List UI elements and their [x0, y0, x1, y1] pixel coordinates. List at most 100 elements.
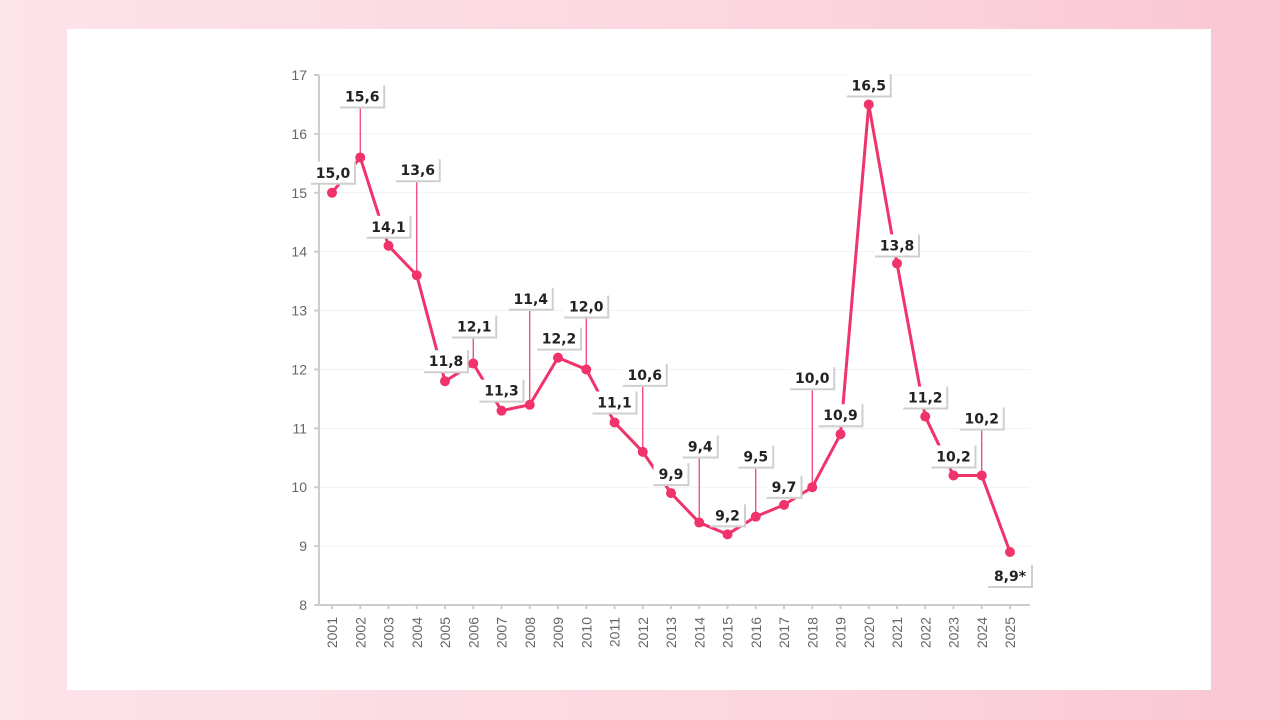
data-label-box: [903, 386, 948, 409]
data-point: [666, 488, 676, 499]
data-label-shadow: [366, 215, 412, 239]
data-label-box: [479, 379, 524, 402]
data-label-box: [875, 234, 919, 257]
data-label: 8,9*: [994, 569, 1027, 585]
x-tick-label: 2011: [607, 617, 623, 647]
data-point: [807, 482, 818, 493]
data-label-box: [366, 215, 411, 238]
data-label-shadow: [846, 74, 892, 98]
data-label: 10,2: [964, 411, 999, 427]
data-label-box: [931, 445, 976, 468]
data-point: [750, 511, 761, 522]
data-label: 16,5: [851, 78, 886, 94]
data-point: [524, 399, 535, 410]
x-tick-label: 2006: [465, 617, 481, 648]
x-tick-label: 2003: [381, 617, 397, 648]
data-point: [779, 499, 789, 510]
y-tick-label: 16: [291, 126, 307, 142]
x-tick-label: 2018: [804, 617, 820, 648]
x-tick-label: 2014: [691, 617, 707, 648]
data-label-shadow: [508, 287, 554, 311]
data-point: [440, 376, 450, 387]
data-label-shadow: [931, 445, 977, 469]
data-label-shadow: [340, 85, 386, 109]
data-label: 9,9: [659, 467, 684, 483]
data-label: 9,7: [772, 480, 797, 496]
data-label-shadow: [479, 379, 525, 403]
data-point: [835, 429, 846, 440]
x-tick-label: 2005: [437, 617, 453, 648]
data-label-box: [790, 367, 835, 390]
data-label-shadow: [766, 475, 803, 499]
data-point: [553, 352, 563, 363]
data-point: [496, 405, 507, 416]
y-tick-label: 12: [291, 361, 307, 377]
data-label-box: [452, 315, 497, 338]
x-tick-label: 2020: [861, 617, 877, 648]
data-label-box: [564, 295, 609, 318]
data-label-shadow: [592, 391, 638, 415]
data-label-box: [988, 565, 1032, 587]
data-label: 12,1: [457, 320, 492, 336]
x-tick-label: 2025: [1002, 617, 1018, 648]
data-label-box: [508, 287, 553, 310]
x-tick-label: 2004: [409, 617, 425, 648]
data-label-box: [424, 350, 468, 373]
data-point: [1005, 547, 1015, 557]
data-label-box: [537, 327, 581, 350]
chart-card: 8 9 10 11 12 13 14 15 16 17 2001 2002 2003 2004 2005 20…: [67, 29, 1211, 690]
data-label-box: [738, 445, 774, 468]
data-label-shadow: [424, 350, 469, 374]
x-tick-label: 2010: [578, 617, 594, 648]
data-label-box: [395, 159, 440, 182]
x-tick-label: 2009: [550, 617, 566, 648]
data-point: [468, 358, 479, 369]
data-label-box: [846, 74, 891, 97]
y-tick-label: 15: [291, 185, 307, 201]
y-tick-label: 17: [291, 67, 307, 83]
x-tick-label: 2021: [889, 617, 905, 648]
x-tick-label: 2007: [494, 617, 510, 648]
x-tick-label: 2012: [635, 617, 651, 648]
data-point: [863, 99, 874, 110]
data-label-shadow: [818, 404, 864, 428]
data-point: [920, 411, 931, 422]
data-label-box: [592, 391, 637, 414]
x-tick-label: 2023: [946, 617, 962, 648]
data-label-shadow: [682, 435, 719, 459]
data-point: [694, 517, 705, 528]
x-tick-label: 2019: [833, 617, 849, 648]
y-tick-label: 14: [291, 244, 307, 260]
data-label-shadow: [653, 463, 690, 487]
data-point: [383, 240, 394, 251]
x-tick-label: 2015: [720, 617, 736, 648]
data-label: 9,4: [688, 440, 713, 456]
data-label: 11,8: [429, 354, 464, 370]
data-label-shadow: [622, 363, 668, 387]
data-label-shadow: [903, 386, 949, 410]
data-label-box: [682, 435, 718, 458]
data-point: [355, 152, 366, 163]
x-tick-label: 2016: [748, 617, 764, 648]
data-label: 10,0: [795, 371, 830, 387]
y-tick-label: 13: [291, 303, 307, 319]
x-tick-label: 2013: [663, 617, 679, 648]
y-tick-label: 9: [299, 538, 307, 554]
y-tick-label: 8: [299, 597, 307, 613]
x-tick-label: 2008: [522, 617, 538, 648]
data-label: 15,0: [316, 166, 351, 182]
x-tick-label: 2001: [324, 617, 340, 648]
y-tick-label: 10: [291, 479, 307, 495]
data-point: [948, 470, 959, 481]
data-label-box: [959, 407, 1004, 430]
data-label: 12,2: [542, 332, 577, 348]
data-label-shadow: [311, 161, 356, 185]
data-point: [327, 187, 337, 198]
data-point: [637, 446, 648, 457]
data-point: [411, 270, 422, 281]
data-label-shadow: [790, 367, 836, 391]
data-point: [892, 258, 902, 269]
data-label-box: [622, 363, 667, 386]
data-label-shadow: [875, 234, 920, 258]
data-label-shadow: [710, 504, 746, 528]
